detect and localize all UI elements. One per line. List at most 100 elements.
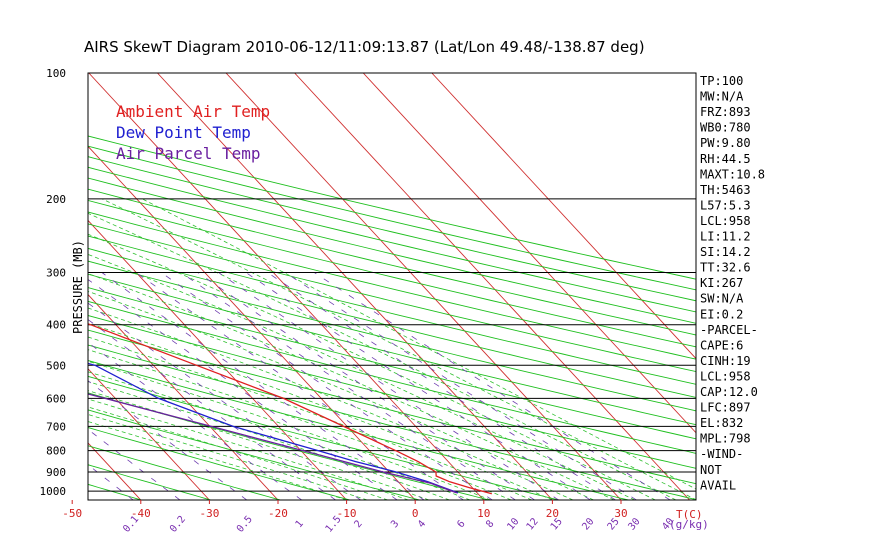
dry-adiabat-line: [88, 145, 696, 291]
moist-adiabat-line: [88, 212, 677, 500]
dry-adiabat-line: [88, 360, 629, 500]
isotherm-line: [88, 293, 279, 500]
index-ei-0-2: EI:0.2: [700, 307, 743, 321]
dry-adiabat-line: [88, 223, 696, 373]
legend-ambient-air-temp: Ambient Air Temp: [116, 102, 270, 121]
series-air-parcel-temp: [88, 393, 457, 494]
bottom-temp-tick-label: 0: [412, 507, 419, 520]
dry-adiabat-line: [88, 188, 696, 336]
mixing-ratio-line: [88, 319, 336, 500]
mixing-ratio-label: 4: [416, 519, 428, 531]
moist-adiabat-line: [88, 273, 615, 500]
dry-adiabat-line: [88, 445, 281, 500]
index-sw-n-a: SW:N/A: [700, 292, 744, 306]
dry-adiabat-line: [88, 427, 351, 500]
dry-adiabat-line: [88, 199, 696, 348]
mixing-ratio-line: [285, 272, 637, 500]
index-th-5463: TH:5463: [700, 183, 751, 197]
mixing-ratio-label: 10: [505, 516, 521, 532]
dry-adiabat-line: [88, 464, 212, 500]
mixing-ratio-label: 1: [294, 519, 306, 531]
index-wind: -WIND-: [700, 447, 743, 461]
isotherm-line: [294, 73, 690, 500]
isotherm-line: [88, 73, 485, 500]
index-cap-12-0: CAP:12.0: [700, 385, 758, 399]
dry-adiabat-line: [88, 409, 420, 500]
index-li-11-2: LI:11.2: [700, 230, 751, 244]
index-cape-6: CAPE:6: [700, 338, 743, 352]
bottom-temp-tick-label: -20: [268, 507, 288, 520]
mixing-ratio-label: 8: [484, 519, 496, 531]
pressure-tick-label: 600: [46, 392, 66, 405]
index-lcl-958: LCL:958: [700, 214, 751, 228]
isotherm-line: [225, 73, 622, 500]
index-ki-267: KI:267: [700, 276, 743, 290]
dry-adiabat-line: [88, 287, 696, 440]
x-unit-label: T(C): [676, 508, 703, 521]
index-avail: AVAIL: [700, 478, 736, 492]
index-frz-893: FRZ:893: [700, 105, 751, 119]
mixing-ratio-line: [88, 279, 398, 500]
mixing-ratio-line: [135, 272, 464, 500]
dry-adiabat-line: [88, 235, 696, 385]
moist-adiabat-line: [88, 406, 388, 500]
index-tt-32-6: TT:32.6: [700, 261, 751, 275]
dry-adiabat-line: [88, 260, 696, 412]
bottom-temp-tick-label: -30: [199, 507, 219, 520]
pressure-tick-label: 1000: [40, 485, 67, 498]
mixing-ratio-label: 12: [525, 516, 541, 532]
chart-title: AIRS SkewT Diagram 2010-06-12/11:09:13.8…: [84, 38, 645, 56]
index-tp-100: TP:100: [700, 74, 743, 88]
mixing-ratio-line: [88, 464, 134, 500]
isotherm-line: [362, 73, 696, 434]
pressure-tick-label: 300: [46, 267, 66, 280]
mixing-ratio-line: [88, 342, 302, 500]
pressure-tick-label: 900: [46, 466, 66, 479]
plot-frame: [87, 72, 697, 501]
index-maxt-10-8: MAXT:10.8: [700, 167, 765, 181]
bottom-temp-tick-label: -50: [62, 507, 82, 520]
bottom-temp-tick-label: 20: [546, 507, 559, 520]
bottom-temp-tick-label: 10: [477, 507, 490, 520]
dry-adiabat-line: [88, 247, 696, 398]
moist-adiabat-line: [88, 291, 594, 500]
pressure-tick-label: 200: [46, 193, 66, 206]
dry-adiabat-line: [88, 375, 559, 500]
mixing-ratio-line: [88, 428, 181, 500]
legend-air-parcel-temp: Air Parcel Temp: [116, 144, 261, 163]
series-dew-point-temp: [88, 362, 459, 494]
index-lcl-958: LCL:958: [700, 369, 751, 383]
dry-adiabat-line: [88, 273, 696, 426]
isotherm-line: [0, 73, 72, 500]
dry-adiabat-line: [88, 166, 696, 313]
y-axis-label: PRESSURE (MB): [71, 240, 85, 334]
index-mw-n-a: MW:N/A: [700, 90, 744, 104]
index-mpl-798: MPL:798: [700, 432, 751, 446]
mixing-ratio-line: [88, 302, 361, 500]
pressure-tick-label: 400: [46, 319, 66, 332]
index-not: NOT: [700, 463, 722, 477]
moist-adiabat-line: [88, 360, 491, 500]
mixing-ratio-label: 0.5: [235, 514, 255, 535]
mixing-ratio-line: [314, 272, 671, 500]
mixing-ratio-label: 30: [626, 516, 642, 532]
moist-adiabat-line: [88, 414, 368, 500]
index-pw-9-80: PW:9.80: [700, 136, 751, 150]
isotherm-line: [0, 73, 4, 500]
moist-adiabat-line: [142, 198, 696, 490]
dry-adiabat-line: [88, 211, 696, 360]
index-el-832: EL:832: [700, 416, 743, 430]
dry-adiabat-line: [88, 392, 490, 500]
dry-adiabat-line: [88, 344, 696, 500]
mixing-unit-label: (g/kg): [669, 518, 709, 531]
pressure-tick-label: 800: [46, 445, 66, 458]
pressure-tick-label: 100: [46, 67, 66, 80]
bottom-temp-tick-label: -40: [131, 507, 151, 520]
dry-adiabat-line: [88, 315, 696, 469]
mixing-ratio-line: [101, 272, 425, 500]
mixing-ratio-label: 6: [455, 519, 467, 531]
dry-adiabat-line: [88, 300, 696, 454]
isotherm-line: [88, 368, 210, 500]
mixing-ratio-label: 0.2: [168, 514, 188, 535]
